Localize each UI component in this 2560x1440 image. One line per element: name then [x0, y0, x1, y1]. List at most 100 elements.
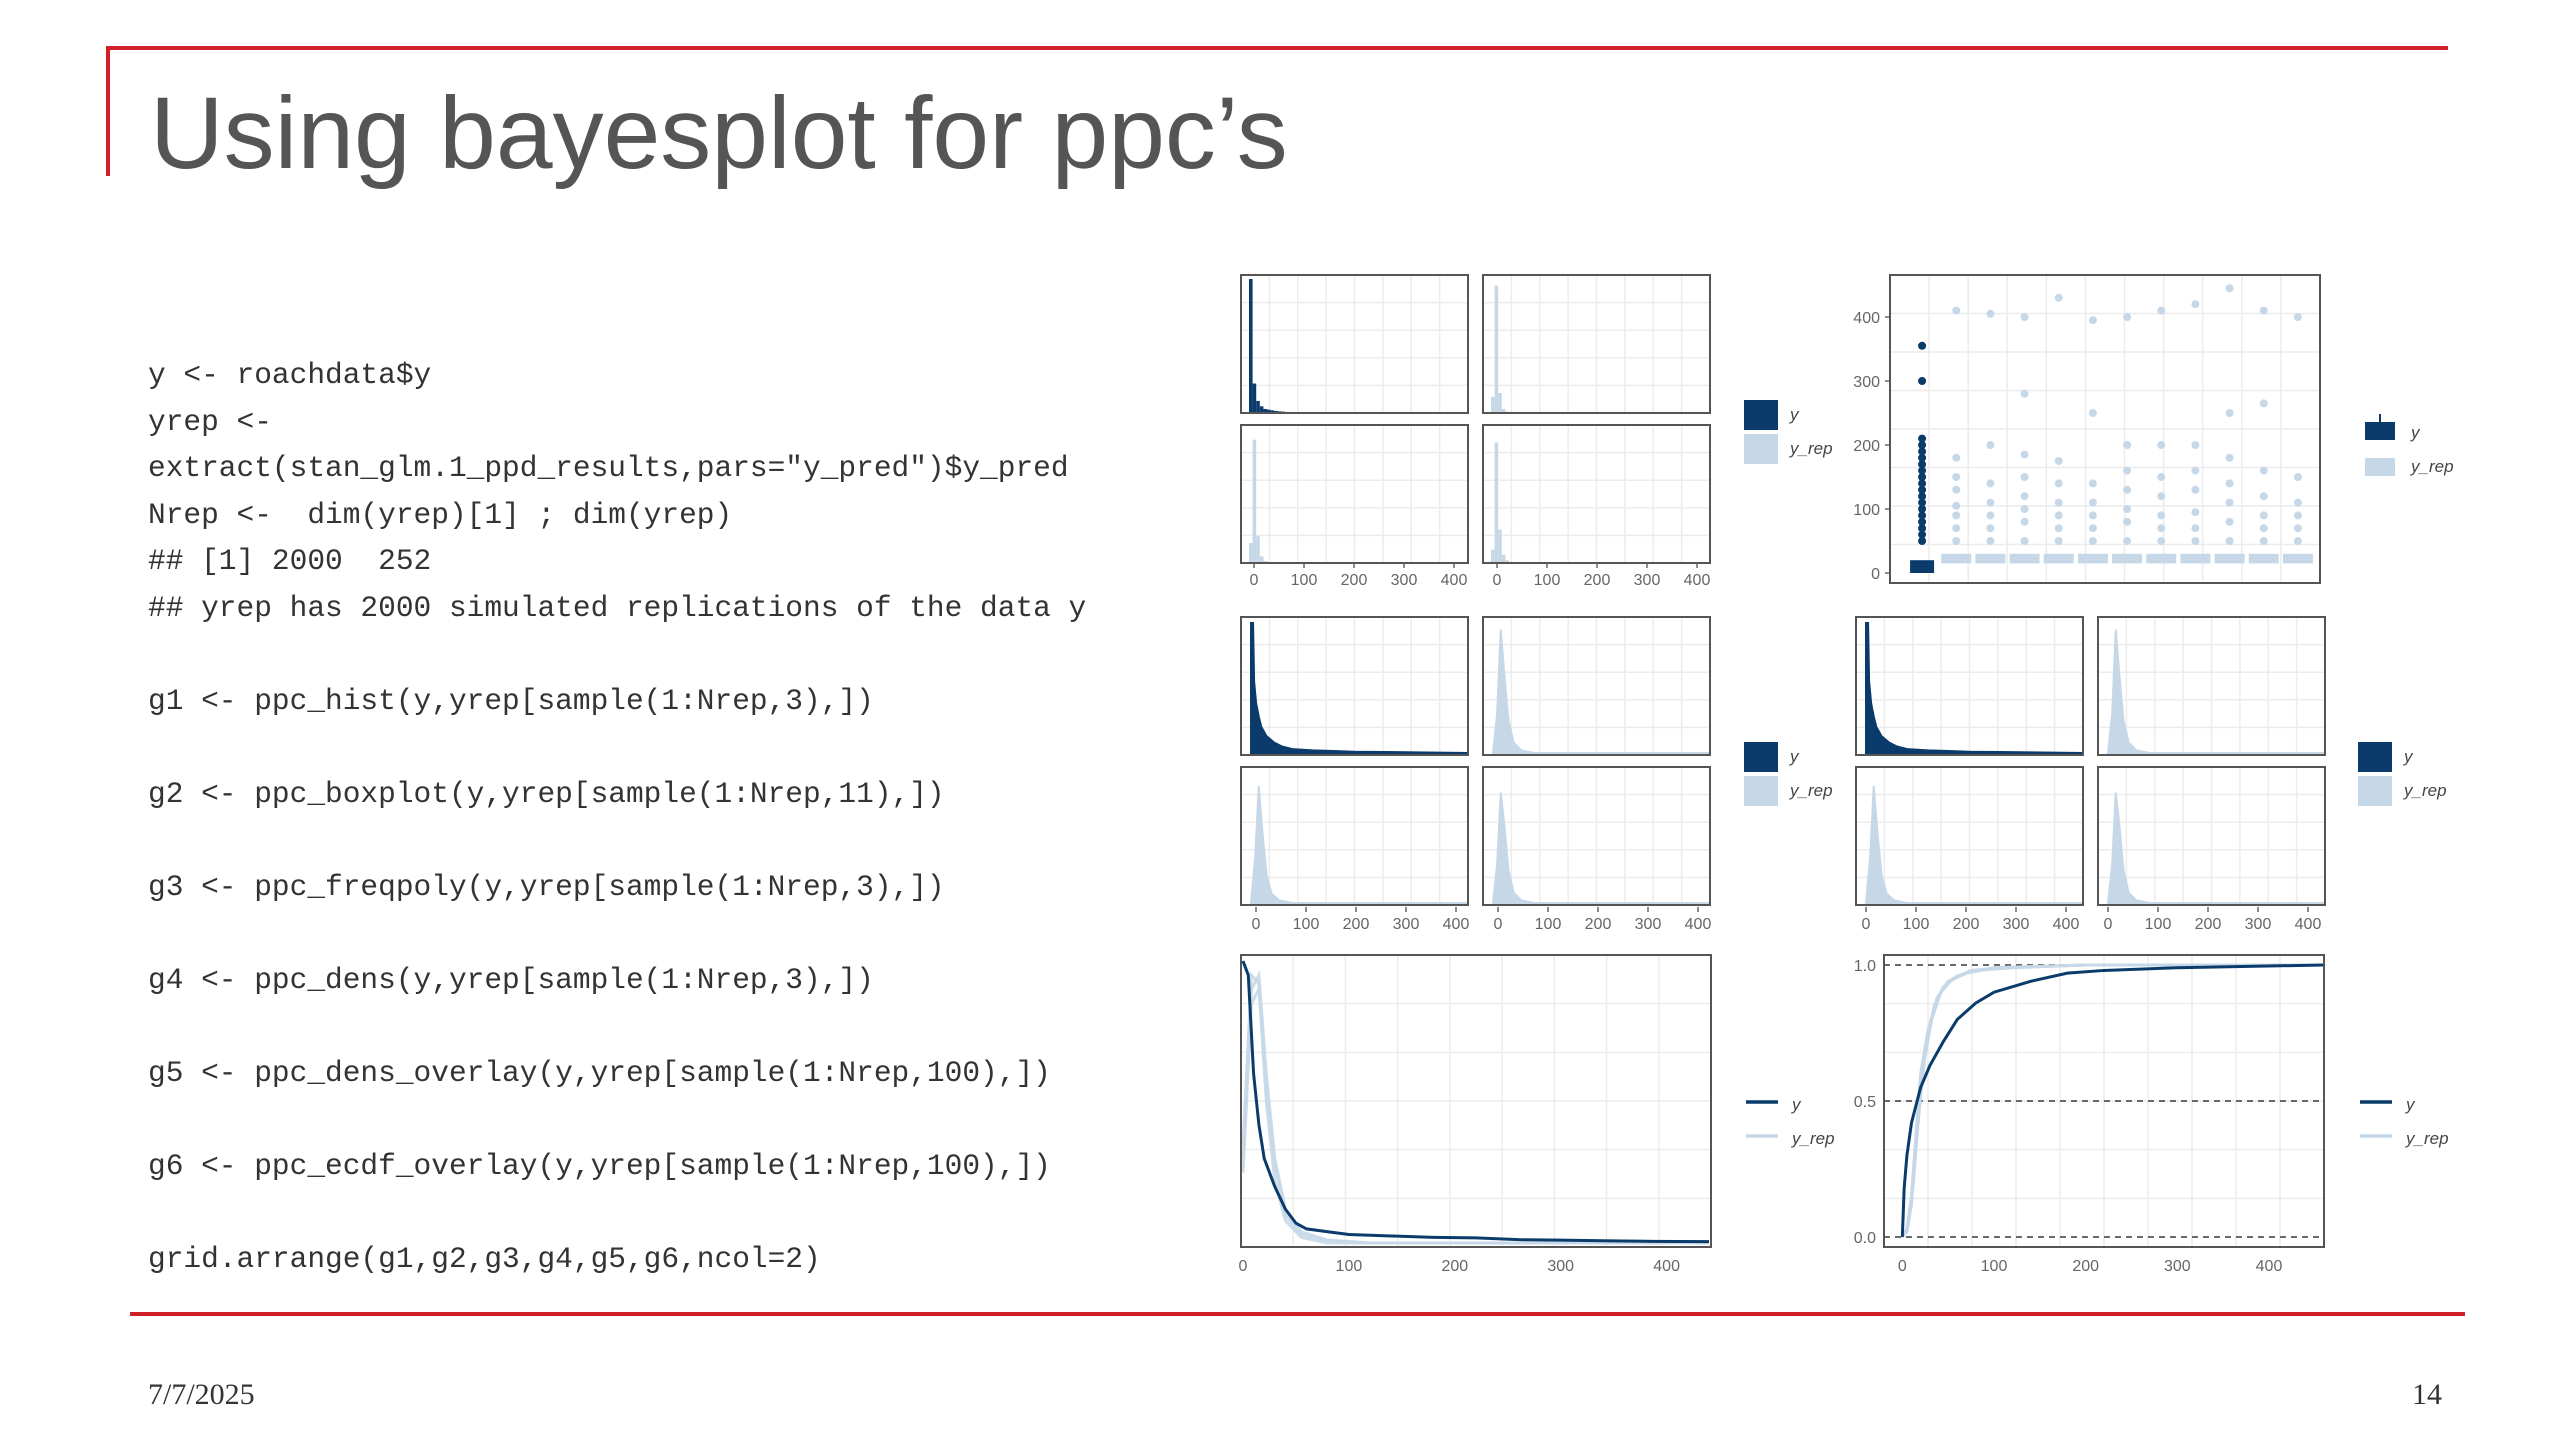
g1-bar — [1249, 542, 1253, 563]
g6-legend: y y_rep — [2360, 1095, 2449, 1148]
bottom-red-rule — [130, 1312, 2465, 1316]
g1-bar — [1263, 560, 1268, 563]
g2-outlier-point — [1986, 511, 1995, 520]
g5-tick-label: 300 — [1547, 1258, 1574, 1275]
g5-legend-label-yrep: y_rep — [1791, 1129, 1835, 1148]
g2-outlier-point — [1952, 524, 1961, 533]
g2-outlier-point — [2054, 511, 2063, 520]
g2-tick-label: 400 — [1853, 310, 1880, 327]
g1-legend-swatch-yrep — [1744, 434, 1778, 464]
g3-area — [1491, 629, 1710, 754]
code-line: g6 <- ppc_ecdf_overlay(y,yrep[sample(1:N… — [148, 1148, 1051, 1183]
g2-outlier-point — [2157, 537, 2166, 545]
g2-legend-label-yrep: y_rep — [2410, 457, 2454, 476]
g2-legend: y y_rep — [2365, 414, 2454, 476]
g2-outlier-point — [2054, 293, 2063, 302]
g3-x-right-tick-label: 200 — [1585, 916, 1612, 933]
g2-outlier-point — [1986, 537, 1995, 545]
g4-area — [2106, 629, 2325, 754]
g1-bar — [1498, 529, 1502, 563]
g3-x-left-tick-label: 100 — [1293, 916, 1320, 933]
g2-outlier-point — [2123, 441, 2132, 449]
g3-x-right-tick-label: 0 — [1494, 916, 1503, 933]
g1-x-left-tick-label: 0 — [1250, 572, 1259, 589]
g4-legend-swatch-yrep — [2358, 776, 2392, 806]
g6-legend-label-yrep: y_rep — [2405, 1129, 2449, 1148]
g2-outlier-point — [2157, 492, 2166, 501]
g2-outlier-point — [2054, 498, 2063, 507]
g2-box — [1941, 553, 1972, 564]
g2-outlier-point — [2225, 537, 2234, 545]
g5-yrep-line — [1241, 971, 1709, 1245]
g1-bar — [1252, 439, 1257, 563]
g5-panel-border — [1240, 954, 1712, 1248]
g2-box — [1910, 560, 1935, 573]
g4-x-left-tick-label: 300 — [2003, 916, 2030, 933]
g4-x-left-tick-label: 100 — [1903, 916, 1930, 933]
g2-outlier-point — [2088, 316, 2097, 325]
g2-outlier-point — [1918, 473, 1927, 481]
g1-x-right-tick-label: 300 — [1634, 572, 1661, 589]
g2-outlier-point — [2088, 498, 2097, 507]
code-line: g2 <- ppc_boxplot(y,yrep[sample(1:Nrep,1… — [148, 776, 945, 811]
g2-legend-swatch-yrep — [2365, 458, 2395, 476]
g1-x-right-tick-label: 200 — [1584, 572, 1611, 589]
g2-outlier-point — [2191, 300, 2200, 309]
g2-outlier-point — [2225, 517, 2234, 526]
g1-bar — [1501, 408, 1506, 413]
g2-outlier-point — [2259, 492, 2268, 501]
g3-x-right-tick-label: 100 — [1535, 916, 1562, 933]
g5-tick-label: 200 — [1441, 1258, 1468, 1275]
g2-outlier-point — [2157, 473, 2166, 481]
code-line: extract(stan_glm.1_ppd_results,pars="y_p… — [148, 451, 1069, 485]
g4-panel-border — [1855, 616, 2084, 756]
g2-outlier-point — [2293, 511, 2302, 520]
g2-outlier-point — [2088, 511, 2097, 520]
g2-outlier-point — [2054, 537, 2063, 545]
g2-outlier-point — [2054, 524, 2063, 533]
g2-outlier-point — [1918, 492, 1927, 501]
g2-outlier-point — [1952, 306, 1961, 315]
g4-panel-border — [1855, 766, 2084, 906]
ppc-chart-grid: 0 100 200 300 400 0 100 200 300 400 y y_rep 0 100 200 3… — [1239, 274, 2454, 1275]
g2-outlier-point — [2191, 537, 2200, 545]
g2-outlier-point — [2020, 537, 2029, 545]
g2-outlier-point — [1918, 377, 1927, 385]
g6-tick-label: 200 — [2072, 1258, 2099, 1275]
g2-outlier-point — [2123, 485, 2132, 494]
g4-x-left-tick-label: 200 — [1953, 916, 1980, 933]
g3-x-right-tick-label: 300 — [1635, 916, 1662, 933]
g2-outlier-point — [2293, 473, 2302, 481]
g6-legend-label-y: y — [2405, 1095, 2416, 1114]
title-accent-bar — [106, 46, 110, 176]
g1-bar — [1267, 409, 1271, 413]
slide-date: 7/7/2025 — [148, 1378, 255, 1411]
g2-outlier-point — [2259, 306, 2268, 315]
g1-bar — [1259, 406, 1264, 413]
g4-legend-label-y: y — [2403, 747, 2414, 766]
g2-outlier-point — [2020, 517, 2029, 526]
g2-outlier-point — [1918, 466, 1927, 475]
g2-outlier-point — [1918, 498, 1927, 507]
g2-box — [2009, 553, 2040, 564]
code-line: g1 <- ppc_hist(y,yrep[sample(1:Nrep,3),]… — [148, 683, 874, 718]
g2-outlier-point — [1986, 309, 1995, 318]
g2-outlier-point — [1952, 501, 1961, 510]
g5-tick-label: 0 — [1239, 1258, 1248, 1275]
g2-outlier-point — [1918, 524, 1927, 533]
g2-outlier-point — [1986, 479, 1995, 488]
g3-area — [1250, 622, 1469, 754]
g6-yrep-line — [1901, 963, 2324, 1238]
g2-outlier-point — [1952, 537, 1961, 545]
g2-outlier-point — [2293, 498, 2302, 507]
g1-bar — [1259, 556, 1264, 563]
code-line: yrep <- — [148, 404, 272, 439]
g6-tick-label: 0.5 — [1854, 1094, 1876, 1111]
g2-outlier-point — [2157, 511, 2166, 520]
code-line: g5 <- ppc_dens_overlay(y,yrep[sample(1:N… — [148, 1055, 1051, 1090]
g2-outlier-point — [2191, 441, 2200, 449]
g2-outlier-point — [2191, 524, 2200, 533]
g1-panel-border — [1240, 274, 1469, 414]
g5-tick-label: 100 — [1336, 1258, 1363, 1275]
g2-outlier-point — [2293, 537, 2302, 545]
